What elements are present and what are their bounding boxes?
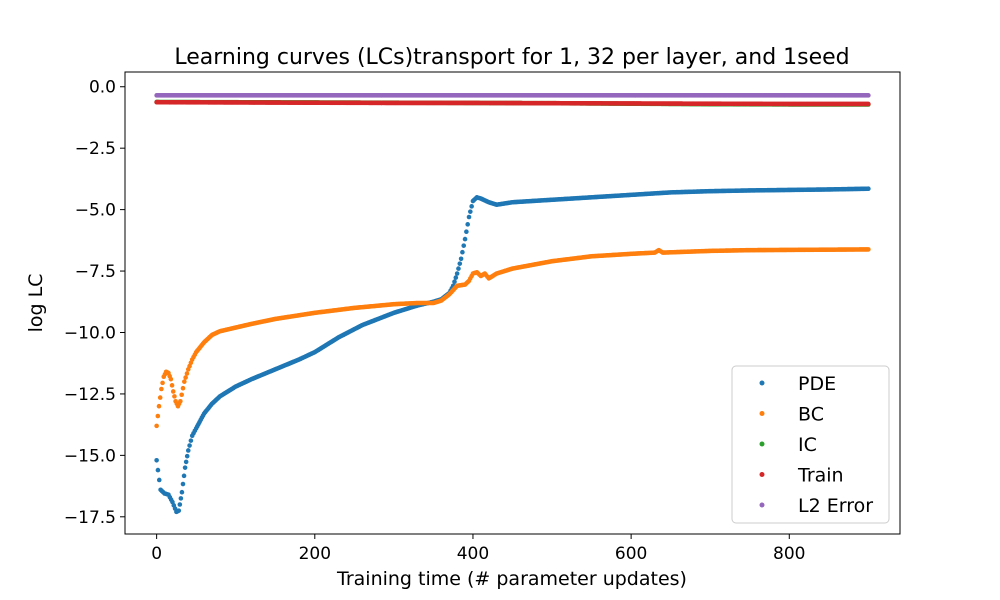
data-point-pde: [180, 481, 186, 487]
data-point-bc: [160, 380, 165, 386]
data-point-pde: [465, 222, 470, 227]
data-point-pde: [176, 508, 182, 513]
data-point-bc: [866, 247, 871, 252]
chart-title: Learning curves (LCs)transport for 1, 32…: [174, 45, 849, 70]
data-point-bc: [178, 399, 183, 404]
x-tick-label: 800: [773, 544, 805, 564]
data-point-bc: [172, 394, 177, 399]
plot-area: [154, 93, 871, 515]
data-point-pde: [183, 459, 189, 465]
data-point-pde: [179, 489, 185, 495]
x-axis-label: Training time (# parameter updates): [336, 568, 687, 590]
data-point-bc: [170, 389, 176, 394]
x-tick-label: 600: [615, 544, 647, 564]
data-point-pde: [457, 261, 463, 266]
data-point-bc: [157, 395, 163, 400]
legend-marker-l2-error: [759, 502, 765, 508]
legend-label-train: Train: [797, 465, 844, 487]
data-point-pde: [453, 275, 459, 280]
legend-label-l2-error: L2 Error: [798, 495, 873, 517]
y-tick-label: −17.5: [64, 508, 116, 528]
data-point-pde: [182, 465, 188, 470]
data-point-pde: [154, 457, 159, 463]
legend-label-bc: BC: [798, 404, 824, 426]
data-point-bc: [154, 423, 159, 429]
data-point-pde: [178, 496, 184, 501]
data-point-bc: [182, 379, 187, 384]
legend-marker-ic: [759, 441, 765, 447]
data-point-pde: [188, 438, 194, 443]
data-point-pde: [184, 453, 190, 459]
y-tick-label: −7.5: [75, 262, 116, 282]
data-point-bc: [169, 383, 175, 388]
data-point-pde: [177, 502, 183, 507]
x-tick-label: 400: [457, 544, 489, 564]
series-l2-error: [154, 93, 871, 98]
legend-box: [731, 365, 890, 524]
data-point-pde: [464, 229, 469, 235]
data-point-bc: [155, 413, 161, 419]
y-tick-label: −12.5: [64, 385, 116, 405]
data-point-pde: [466, 214, 472, 220]
data-point-bc: [159, 386, 164, 392]
plot-frame: [124, 71, 901, 535]
data-point-bc: [179, 392, 184, 398]
axis-ticks: 0 200 400 600 800 0.0 −2.5 −5.0 −7.5 −10.0 −12.5 −1…: [64, 78, 806, 564]
legend-marker-bc: [759, 411, 765, 416]
data-point-pde: [181, 473, 187, 479]
data-point-pde: [460, 249, 465, 255]
legend: PDE BC IC Train L2 Error: [731, 365, 890, 524]
y-axis-label: log LC: [25, 274, 47, 333]
data-point-pde: [185, 448, 191, 453]
legend-label-ic: IC: [798, 434, 817, 456]
data-point-pde: [452, 279, 457, 285]
data-point-train: [866, 101, 871, 107]
data-point-pde: [461, 243, 467, 248]
data-point-pde: [469, 204, 474, 209]
series-train: [154, 99, 871, 107]
legend-marker-pde: [759, 380, 765, 386]
data-point-pde: [458, 256, 464, 262]
data-point-pde: [866, 186, 871, 192]
y-tick-label: −5.0: [75, 201, 116, 221]
legend-marker-train: [759, 472, 765, 477]
data-point-bc: [184, 371, 190, 376]
y-tick-label: −10.0: [64, 323, 116, 343]
data-point-bc: [180, 385, 186, 391]
x-tick-label: 0: [151, 544, 162, 564]
y-tick-label: −15.0: [64, 446, 116, 466]
data-point-pde: [456, 266, 461, 271]
x-tick-label: 200: [299, 544, 331, 564]
data-point-pde: [187, 443, 192, 448]
y-tick-label: 0.0: [89, 78, 116, 98]
y-tick-label: −2.5: [75, 139, 116, 159]
data-point-bc: [168, 376, 174, 382]
legend-label-pde: PDE: [798, 373, 836, 395]
data-point-bc: [156, 403, 162, 409]
data-point-pde: [454, 271, 460, 276]
data-point-bc: [183, 375, 188, 380]
data-point-pde: [155, 467, 161, 473]
data-point-pde: [462, 236, 468, 242]
data-point-pde: [468, 209, 473, 214]
data-point-pde: [156, 477, 162, 483]
series-bc: [154, 247, 871, 429]
data-point-l2-error: [866, 93, 871, 98]
